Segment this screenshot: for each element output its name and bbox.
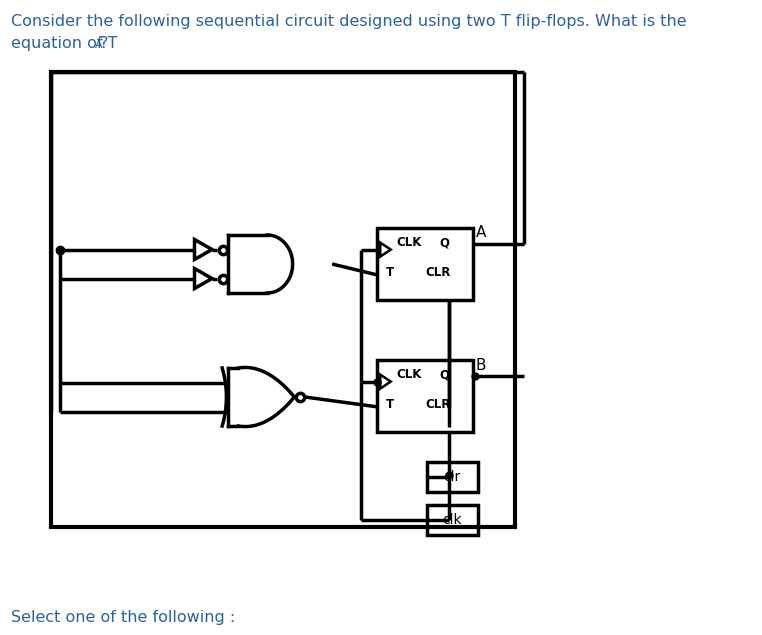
Text: ?: ?	[100, 36, 108, 51]
Bar	[427, 505, 478, 535]
Text: clr: clr	[443, 470, 461, 484]
Bar	[376, 228, 473, 300]
Text: B: B	[475, 358, 486, 373]
Text: CLR: CLR	[425, 266, 450, 279]
Text: equation of T: equation of T	[11, 36, 117, 51]
Text: CLK: CLK	[396, 236, 421, 249]
Bar	[51, 72, 515, 527]
Text: Consider the following sequential circuit designed using two T flip-flops. What : Consider the following sequential circui…	[11, 14, 686, 29]
Text: Q: Q	[440, 368, 450, 381]
Text: Select one of the following :: Select one of the following :	[11, 610, 235, 625]
Bar	[376, 360, 473, 432]
Text: T: T	[386, 266, 394, 279]
Bar	[427, 462, 478, 492]
Text: clk: clk	[442, 513, 462, 527]
Text: T: T	[386, 398, 394, 411]
Text: CLK: CLK	[396, 368, 421, 381]
Text: CLR: CLR	[425, 398, 450, 411]
Text: A: A	[94, 40, 102, 50]
Text: Q: Q	[440, 236, 450, 249]
Text: A: A	[475, 225, 486, 240]
